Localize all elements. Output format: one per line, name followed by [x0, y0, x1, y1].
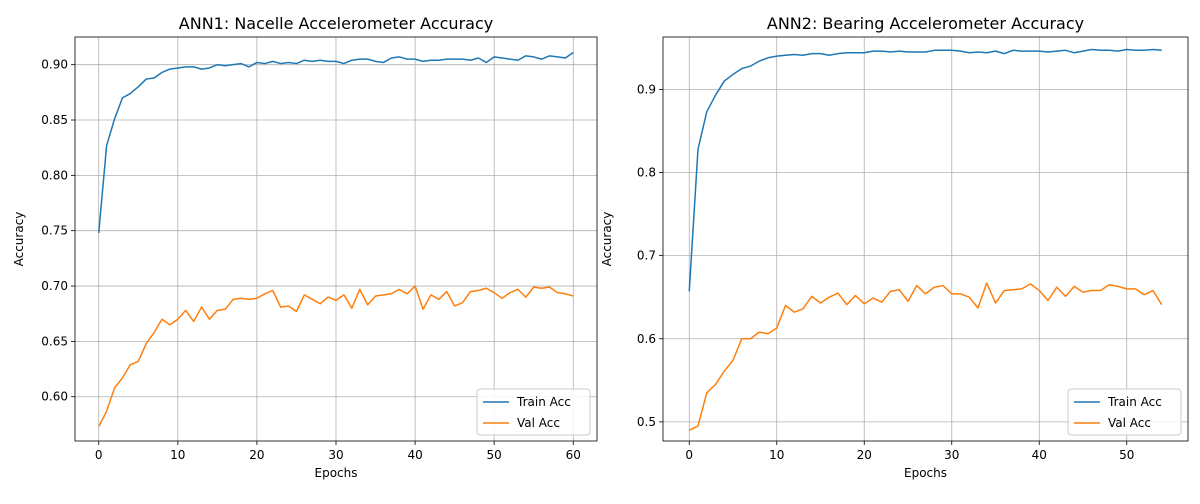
x-axis-label: Epochs — [904, 466, 947, 480]
legend-label: Val Acc — [1108, 416, 1151, 430]
series-line-val-acc — [98, 285, 574, 427]
y-tick-label: 0.6 — [637, 332, 656, 346]
legend: Train Acc Val Acc — [1067, 388, 1182, 436]
y-tick-label: 0.65 — [41, 334, 68, 348]
y-tick-label: 0.5 — [637, 415, 656, 429]
y-tick-label: 0.7 — [637, 249, 656, 263]
x-tick-label: 30 — [328, 448, 343, 462]
axes-frame — [662, 36, 1189, 442]
y-tick-label: 0.85 — [41, 113, 68, 127]
y-tick-label: 0.8 — [637, 165, 656, 179]
y-axis-label: Accuracy — [600, 212, 614, 267]
legend-label: Train Acc — [1107, 395, 1162, 409]
chart-1: 0 10 20 30 40 50 60 0.60 0.65 0.70 0.75 0.80 0.85 0.9… — [12, 14, 598, 480]
x-axis-label: Epochs — [315, 466, 358, 480]
chart-title: ANN2: Bearing Accelerometer Accuracy — [767, 14, 1084, 33]
x-tick-label: 50 — [487, 448, 502, 462]
x-tick-label: 30 — [944, 448, 959, 462]
x-tick-label: 50 — [1119, 448, 1134, 462]
x-tick-label: 20 — [857, 448, 872, 462]
y-tick-label: 0.80 — [41, 168, 68, 182]
y-tick-label: 0.75 — [41, 224, 68, 238]
y-tick-label: 0.60 — [41, 390, 68, 404]
legend: Train Acc Val Acc — [476, 388, 591, 436]
x-tick-label: 20 — [249, 448, 264, 462]
x-tick-label: 60 — [566, 448, 581, 462]
series-line-train-acc — [97, 51, 574, 233]
x-tick-label: 40 — [1032, 448, 1047, 462]
x-tick-label: 10 — [170, 448, 185, 462]
x-tick-label: 0 — [685, 448, 693, 462]
y-axis-label: Accuracy — [12, 212, 26, 267]
y-tick-label: 0.90 — [41, 58, 68, 72]
chart-2: 0 10 20 30 40 50 0.5 0.6 0.7 0.8 0.9 ANN2: Bearing … — [600, 14, 1189, 480]
x-tick-label: 0 — [95, 448, 103, 462]
y-tick-label: 0.70 — [41, 279, 68, 293]
x-tick-label: 40 — [407, 448, 422, 462]
y-tick-label: 0.9 — [637, 82, 656, 96]
legend-label: Train Acc — [516, 395, 571, 409]
x-tick-label: 10 — [769, 448, 784, 462]
series-line-train-acc — [688, 48, 1162, 292]
chart-title: ANN1: Nacelle Accelerometer Accuracy — [179, 14, 493, 33]
legend-label: Val Acc — [517, 416, 560, 430]
series-line-val-acc — [688, 282, 1163, 431]
